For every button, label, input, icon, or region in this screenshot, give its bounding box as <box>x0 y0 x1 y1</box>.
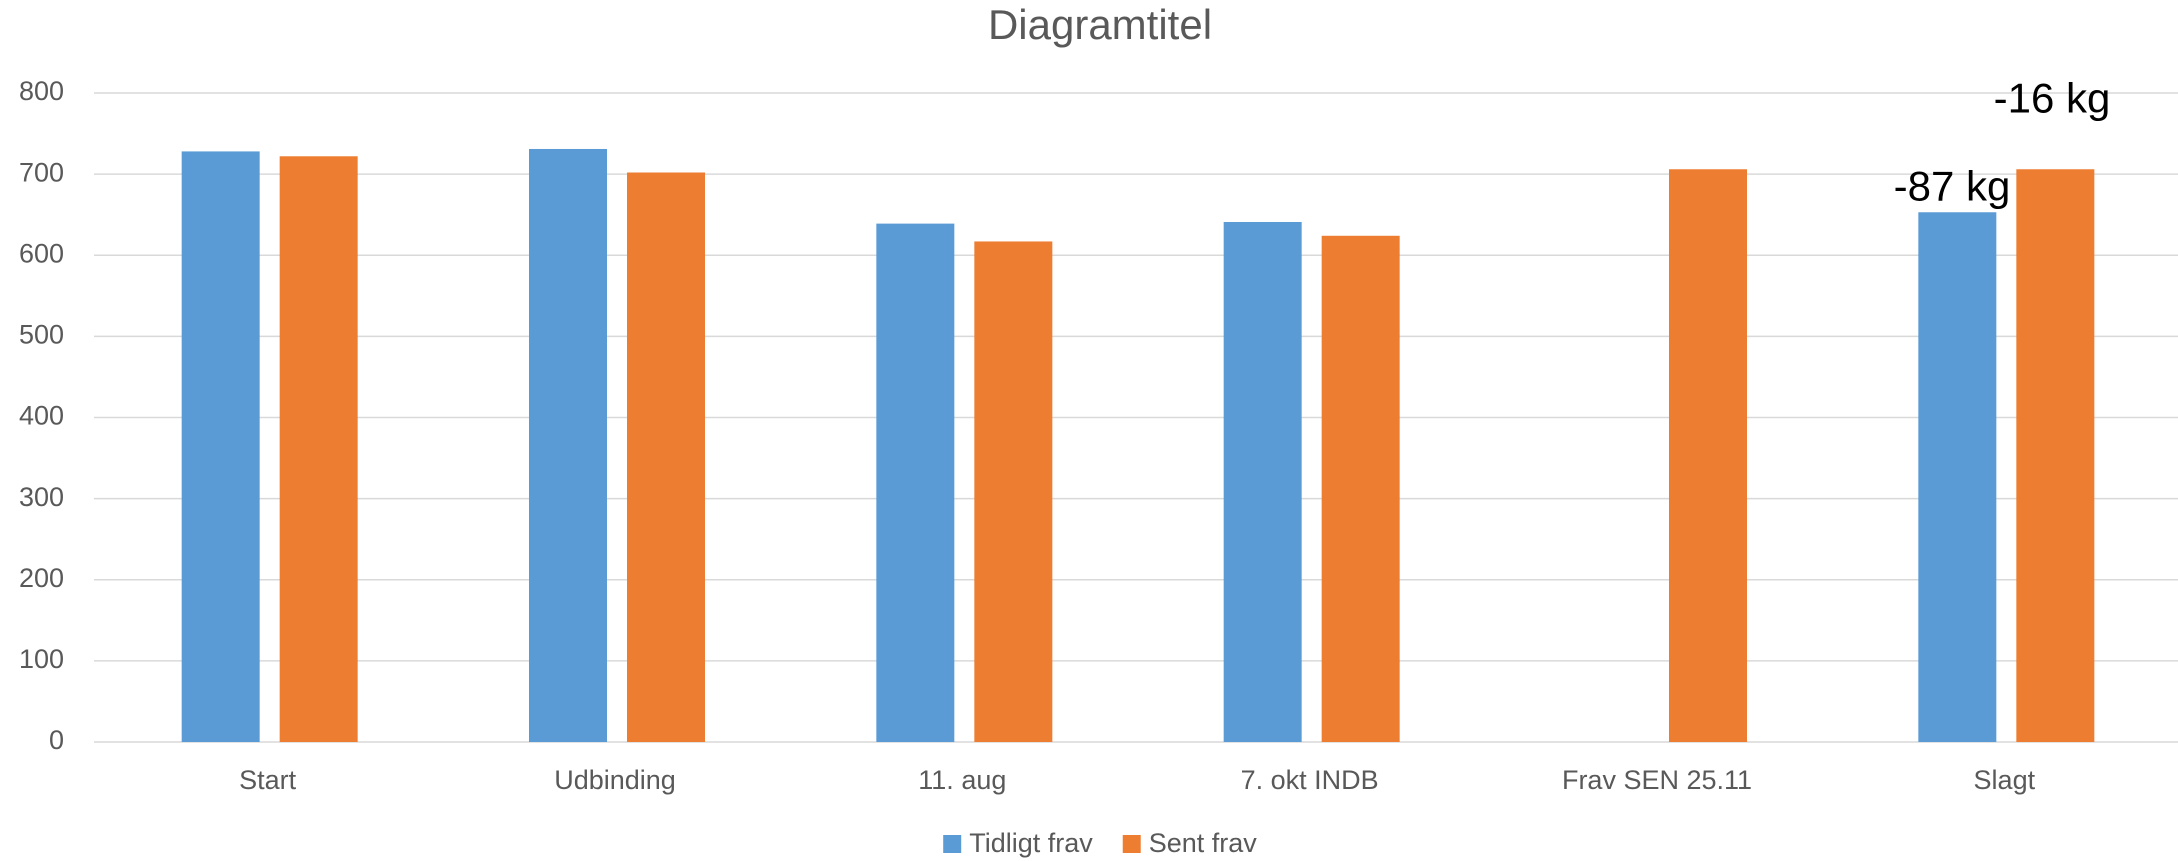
x-tick-label: Udbinding <box>554 765 676 795</box>
y-tick-label: 100 <box>19 644 64 674</box>
bar <box>279 156 358 743</box>
annotation: -16 kg <box>1994 74 2111 121</box>
y-tick-label: 800 <box>19 76 64 106</box>
x-tick-label: Start <box>239 765 297 795</box>
x-tick-label: 11. aug <box>918 765 1006 795</box>
bar <box>876 223 955 742</box>
bar <box>627 172 705 742</box>
x-tick-label: Frav SEN 25.11 <box>1562 765 1752 795</box>
legend-swatch <box>943 835 962 853</box>
legend-label: Tidligt frav <box>969 828 1093 858</box>
y-tick-label: 700 <box>19 157 64 187</box>
bar <box>1223 221 1302 742</box>
y-tick-label: 400 <box>19 401 64 431</box>
y-tick-label: 500 <box>19 320 64 350</box>
bar <box>181 151 260 742</box>
bar <box>2016 169 2095 742</box>
y-tick-label: 300 <box>19 482 64 512</box>
bar <box>1918 212 1997 742</box>
y-tick-label: 600 <box>19 238 64 268</box>
bar <box>1321 235 1400 742</box>
chart-title: Diagramtitel <box>988 1 1212 48</box>
x-tick-label: Slagt <box>1974 765 2036 795</box>
annotation: -87 kg <box>1894 162 2011 209</box>
bar <box>1669 169 1747 742</box>
y-tick-label: 0 <box>49 725 64 755</box>
x-tick-label: 7. okt INDB <box>1241 765 1379 795</box>
legend-label: Sent frav <box>1149 828 1258 858</box>
bar <box>974 241 1053 743</box>
legend-swatch <box>1122 835 1141 853</box>
bar <box>529 148 607 742</box>
y-tick-label: 200 <box>19 563 64 593</box>
